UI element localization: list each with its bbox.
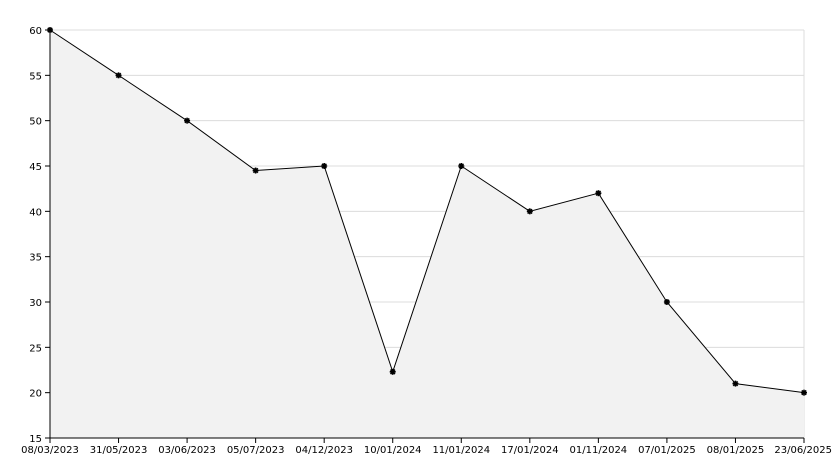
data-point	[115, 72, 122, 79]
data-point	[389, 368, 396, 375]
y-tick-label: 40	[29, 207, 42, 218]
data-points	[47, 27, 807, 396]
area-fill	[50, 30, 804, 438]
y-tick-label: 60	[29, 26, 42, 37]
data-point	[47, 27, 53, 33]
x-tick-label: 01/11/2024	[570, 445, 628, 456]
y-tick-label: 25	[29, 343, 42, 354]
y-tick-label: 50	[29, 117, 42, 128]
data-point	[801, 389, 807, 396]
y-tick-label: 20	[29, 389, 42, 400]
x-axis-ticks: 08/03/2023 31/05/2023 03/06/2023 05/07/2023…	[21, 438, 832, 456]
y-tick-label: 55	[29, 71, 42, 82]
x-tick-label: 04/12/2023	[295, 445, 353, 456]
y-tick-label: 45	[29, 162, 42, 173]
data-point	[458, 163, 465, 169]
data-point	[184, 117, 191, 124]
data-point	[526, 208, 533, 215]
x-tick-label: 07/01/2025	[638, 445, 696, 456]
x-tick-label: 17/01/2024	[501, 445, 559, 456]
x-tick-label: 03/06/2023	[158, 445, 216, 456]
y-tick-label: 30	[29, 298, 42, 309]
x-tick-label: 11/01/2024	[432, 445, 490, 456]
x-tick-label: 08/03/2023	[21, 445, 79, 456]
y-tick-label: 15	[29, 434, 42, 445]
y-axis-ticks: 15 20 25 30 35 40 45 50 55 60	[29, 26, 50, 445]
x-tick-label: 23/06/2025	[774, 445, 832, 456]
axes	[49, 28, 804, 439]
data-point	[321, 163, 328, 169]
data-point	[732, 380, 739, 387]
data-point	[252, 167, 259, 174]
x-tick-label: 10/01/2024	[364, 445, 422, 456]
y-tick-label: 35	[29, 253, 42, 264]
x-tick-label: 08/01/2025	[707, 445, 765, 456]
series-line	[49, 29, 805, 394]
x-tick-label: 31/05/2023	[90, 445, 148, 456]
data-point	[595, 190, 602, 197]
x-tick-label: 05/07/2023	[227, 445, 285, 456]
data-point	[663, 299, 670, 305]
